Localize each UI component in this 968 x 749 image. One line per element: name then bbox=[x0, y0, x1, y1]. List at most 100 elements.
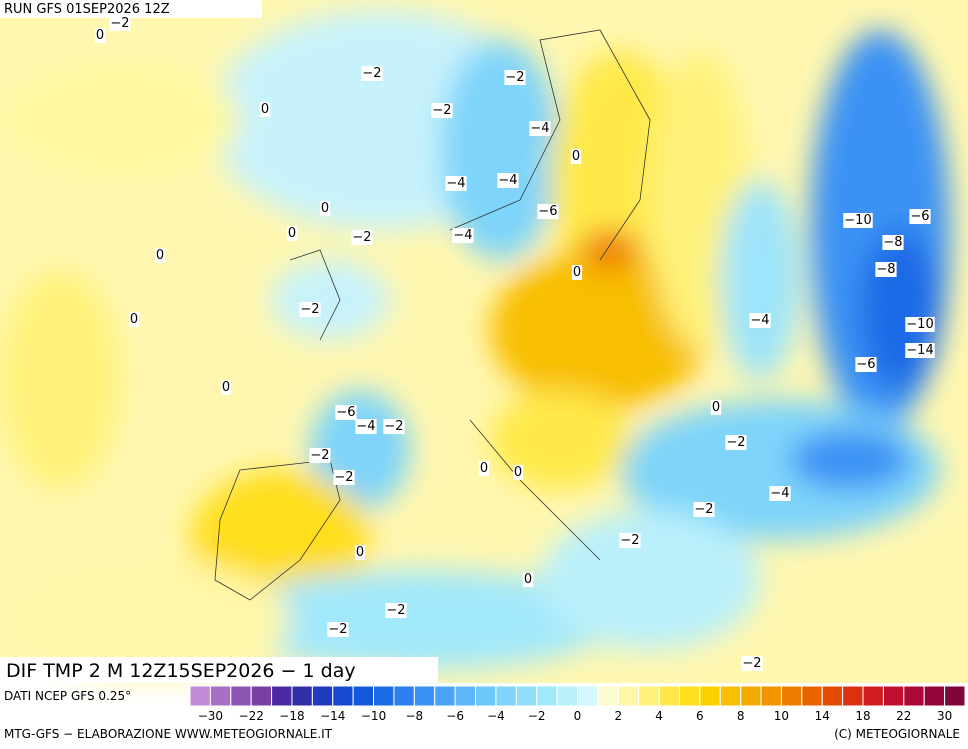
scale-tick-label: −18 bbox=[279, 709, 304, 723]
contour-label: −6 bbox=[856, 357, 875, 372]
scale-swatch bbox=[209, 685, 232, 707]
contour-label: 0 bbox=[288, 226, 296, 241]
contour-label: −4 bbox=[356, 419, 375, 434]
scale-tick-label: 4 bbox=[655, 709, 663, 723]
contour-label-bg bbox=[333, 470, 355, 485]
scale-swatch bbox=[413, 685, 436, 707]
contour-label-bg bbox=[693, 502, 715, 517]
contour-label: −2 bbox=[328, 622, 347, 637]
scale-swatch bbox=[291, 685, 313, 707]
contour-label: −2 bbox=[384, 419, 403, 434]
contour-labels: −20−20 −2−2−40−4 −4−6−40 −2000−200−2−2−4−2−… bbox=[94, 16, 935, 671]
contour-label-bg bbox=[571, 265, 583, 280]
scale-swatch bbox=[332, 685, 354, 707]
color-scale: −30 −22 −18 −14 −10 −8 −6 −4 −2 0 2 4 6 8 10 14 18 22 30 bbox=[189, 685, 966, 723]
contour-label-bg bbox=[259, 102, 271, 117]
scale-swatch bbox=[903, 685, 925, 707]
scale-swatch bbox=[271, 685, 293, 707]
contour-label: −4 bbox=[750, 313, 769, 328]
contour-label: −2 bbox=[310, 448, 329, 463]
contour-label: −10 bbox=[906, 317, 933, 332]
contour-label-bg bbox=[537, 204, 559, 219]
contour-label-bg bbox=[220, 380, 232, 395]
scale-swatch bbox=[944, 685, 966, 707]
scale-swatch bbox=[740, 685, 762, 707]
contour-label-bg bbox=[570, 149, 582, 164]
scale-tick-label: 6 bbox=[696, 709, 704, 723]
scale-swatch bbox=[699, 685, 721, 707]
contour-label: −8 bbox=[876, 262, 895, 277]
contour-label-bg bbox=[522, 572, 534, 587]
contour-label: 0 bbox=[96, 28, 104, 43]
contour-label-bg bbox=[309, 448, 331, 463]
contour-label: 0 bbox=[573, 265, 581, 280]
contour-label-bg bbox=[327, 622, 349, 637]
contour-label: −6 bbox=[538, 204, 557, 219]
contour-label: −2 bbox=[386, 603, 405, 618]
scale-swatch bbox=[577, 685, 599, 707]
scale-swatch bbox=[842, 685, 864, 707]
contour-label-bg bbox=[843, 213, 873, 228]
contour-label-bg bbox=[529, 121, 551, 136]
contour-label-bg bbox=[335, 405, 357, 420]
scale-tick-label: −30 bbox=[198, 709, 223, 723]
contour-label-bg bbox=[319, 201, 331, 216]
scale-tick-label: −4 bbox=[487, 709, 505, 723]
contour-label-bg bbox=[497, 173, 519, 188]
contour-label-bg bbox=[385, 603, 407, 618]
contour-label-bg bbox=[361, 66, 383, 81]
scale-tick-label: −2 bbox=[528, 709, 546, 723]
contour-label-bg bbox=[354, 545, 366, 560]
contour-label-bg bbox=[286, 226, 298, 241]
scale-swatch bbox=[434, 685, 456, 707]
contour-label: −2 bbox=[300, 302, 319, 317]
contour-label: −2 bbox=[362, 66, 381, 81]
contour-label: 0 bbox=[261, 102, 269, 117]
run-box bbox=[0, 0, 262, 18]
scale-tick-label: 14 bbox=[815, 709, 830, 723]
run-label: RUN GFS 01SEP2026 12Z bbox=[4, 2, 170, 17]
scale-tick-label: 0 bbox=[574, 709, 582, 723]
contour-label-bg bbox=[725, 435, 747, 450]
scale-swatch bbox=[250, 685, 273, 707]
contour-label-bg bbox=[109, 16, 131, 31]
contour-label-bg bbox=[445, 176, 467, 191]
scale-swatch bbox=[597, 685, 619, 707]
map bbox=[0, 0, 968, 683]
contour-label-bg bbox=[452, 228, 474, 243]
scale-swatch bbox=[556, 685, 579, 707]
scale-swatch bbox=[882, 685, 905, 707]
scale-swatch bbox=[189, 685, 211, 707]
contour-label: 0 bbox=[572, 149, 580, 164]
scale-swatch bbox=[475, 685, 497, 707]
contour-label: −6 bbox=[336, 405, 355, 420]
scale-swatch bbox=[760, 685, 782, 707]
contour-label: −2 bbox=[432, 103, 451, 118]
contour-label-bg bbox=[741, 656, 763, 671]
scale-swatch bbox=[536, 685, 558, 707]
contour-label: −2 bbox=[620, 533, 639, 548]
contour-label: 0 bbox=[514, 465, 522, 480]
contour-label: −4 bbox=[498, 173, 517, 188]
contour-label-bg bbox=[128, 312, 140, 327]
scale-tick-label: 30 bbox=[937, 709, 952, 723]
contour-label-bg bbox=[478, 461, 490, 476]
contour-label-bg bbox=[512, 465, 524, 480]
scale-tick-label: −14 bbox=[320, 709, 345, 723]
contour-label: −10 bbox=[844, 213, 871, 228]
scale-swatch bbox=[719, 685, 742, 707]
contour-label: 0 bbox=[524, 572, 532, 587]
map-title: DIF TMP 2 M 12Z15SEP2026 − 1 day bbox=[6, 660, 356, 682]
contour-label: −6 bbox=[910, 209, 929, 224]
contour-label-bg bbox=[882, 235, 904, 250]
scale-swatch bbox=[454, 685, 477, 707]
scale-swatch bbox=[393, 685, 415, 707]
contour-label-bg bbox=[431, 103, 453, 118]
contour-label-bg bbox=[351, 230, 373, 245]
contour-label-bg bbox=[299, 302, 321, 317]
contour-label: 0 bbox=[130, 312, 138, 327]
contour-label: 0 bbox=[480, 461, 488, 476]
contour-label-bg bbox=[855, 357, 877, 372]
contour-label: −14 bbox=[906, 343, 933, 358]
contour-label: −2 bbox=[726, 435, 745, 450]
